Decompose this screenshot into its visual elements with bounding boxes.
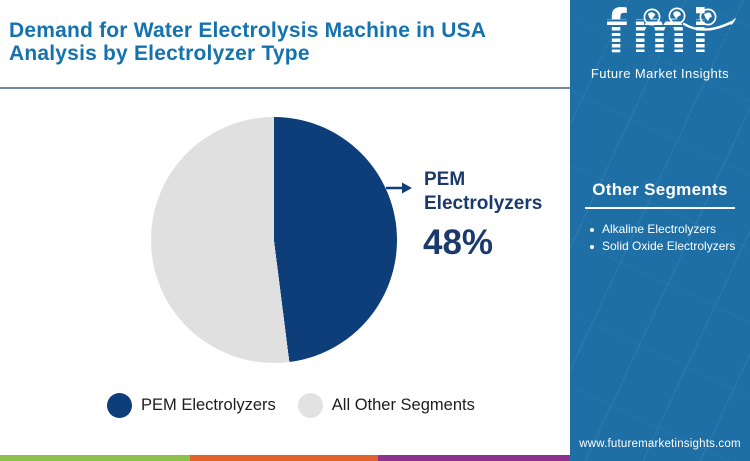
legend-swatch-other [297, 393, 323, 418]
fmi-logo: fmi [570, 0, 750, 92]
pie-callout-label: PEM Electrolyzers [424, 169, 543, 214]
list-item-label: Alkaline Electrolyzers [602, 222, 717, 236]
accent-strip-orange [190, 455, 378, 461]
legend-label: PEM Electrolyzers [141, 396, 276, 414]
legend-item: PEM Electrolyzers [107, 393, 276, 418]
page-title: Demand for Water Electrolysis Machine in… [9, 19, 486, 65]
logo-swoosh-icon [682, 17, 738, 42]
pie-chart [151, 117, 397, 363]
europe-globe-icon [668, 7, 686, 30]
americas-globe-icon [643, 8, 661, 31]
bullet-icon [590, 245, 594, 249]
bullet-icon [590, 228, 594, 232]
sidebar: fmi [570, 0, 750, 461]
accent-strip-purple [378, 455, 570, 461]
callout-arrow-icon [386, 181, 413, 200]
list-item: Solid Oxide Electrolyzers [590, 240, 740, 253]
other-segments-heading: Other Segments [592, 180, 728, 199]
title-divider [0, 87, 570, 89]
website-link[interactable]: www.futuremarketinsights.com [579, 438, 741, 450]
heading-divider [585, 207, 735, 209]
chart-legend: PEM Electrolyzers All Other Segments [107, 393, 475, 418]
pie-callout-value: 48% [423, 223, 494, 262]
fmi-logo-tagline: Future Market Insights [590, 66, 730, 81]
accent-strip-green [0, 455, 190, 461]
asia-globe-icon [699, 8, 717, 31]
legend-swatch-pem [107, 393, 132, 418]
legend-label: All Other Segments [331, 396, 475, 414]
list-item: Alkaline Electrolyzers [590, 223, 740, 236]
list-item-label: Solid Oxide Electrolyzers [602, 239, 736, 253]
other-segments-list: Alkaline Electrolyzers Solid Oxide Elect… [590, 223, 740, 257]
legend-item: All Other Segments [297, 393, 475, 418]
